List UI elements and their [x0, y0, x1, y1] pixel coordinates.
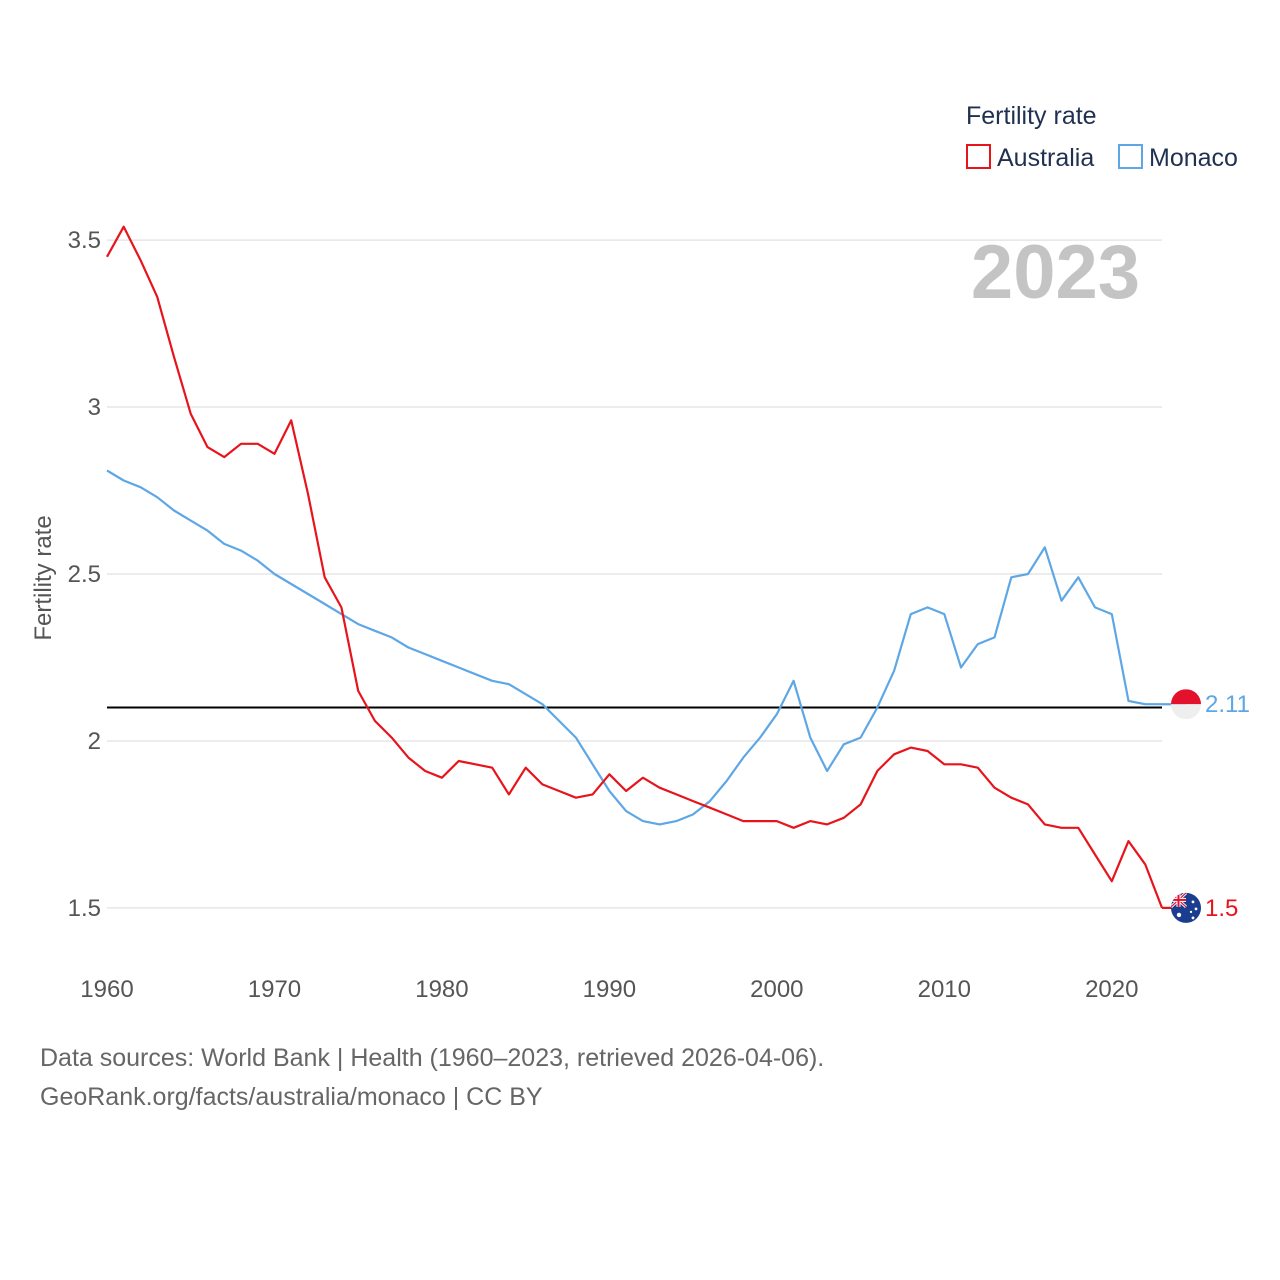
- y-tick-label: 3: [88, 394, 101, 421]
- end-value-label-australia: 1.5: [1205, 895, 1238, 922]
- current-year-label: 2023: [971, 230, 1140, 315]
- series-lines: [106, 225, 1186, 910]
- source-line-2[interactable]: GeoRank.org/facts/australia/monaco | CC …: [40, 1083, 543, 1111]
- legend-swatch-monaco: [1118, 144, 1143, 169]
- series-line-monaco: [106, 469, 1162, 826]
- y-tick-label: 2: [88, 728, 101, 755]
- y-axis-label: Fertility rate: [30, 515, 57, 640]
- x-tick-label: 1980: [415, 976, 468, 1003]
- x-tick-label: 1960: [80, 976, 133, 1003]
- x-axis-ticks: 1960 1970 1980 1990 2000 2010 2020: [80, 976, 1138, 1003]
- x-tick-label: 2010: [918, 976, 971, 1003]
- end-value-label-monaco: 2.11: [1205, 691, 1250, 718]
- series-line-australia: [106, 225, 1164, 909]
- legend-title: Fertility rate: [966, 102, 1097, 130]
- legend-label-australia: Australia: [997, 144, 1094, 172]
- source-line-1: Data sources: World Bank | Health (1960–…: [40, 1044, 825, 1072]
- gridlines: [107, 239, 1162, 909]
- y-tick-label: 3.5: [68, 227, 101, 254]
- y-tick-label: 1.5: [68, 895, 101, 922]
- legend: Fertility rate Australia Monaco: [966, 102, 1238, 172]
- australia-flag-icon: [1171, 892, 1201, 923]
- x-tick-label: 2000: [750, 976, 803, 1003]
- x-tick-label: 1990: [583, 976, 636, 1003]
- y-axis-ticks: 1.5 2 2.5 3 3.5: [68, 227, 101, 922]
- x-tick-label: 2020: [1085, 976, 1138, 1003]
- y-tick-label: 2.5: [68, 561, 101, 588]
- monaco-flag-icon: [1171, 689, 1201, 720]
- legend-swatch-australia: [966, 144, 991, 169]
- legend-label-monaco: Monaco: [1149, 144, 1238, 172]
- x-tick-label: 1970: [248, 976, 301, 1003]
- fertility-rate-chart: 1.5 2 2.5 3 3.5 1960 1970 1980 1990 2000 2010 2020…: [30, 102, 1250, 1003]
